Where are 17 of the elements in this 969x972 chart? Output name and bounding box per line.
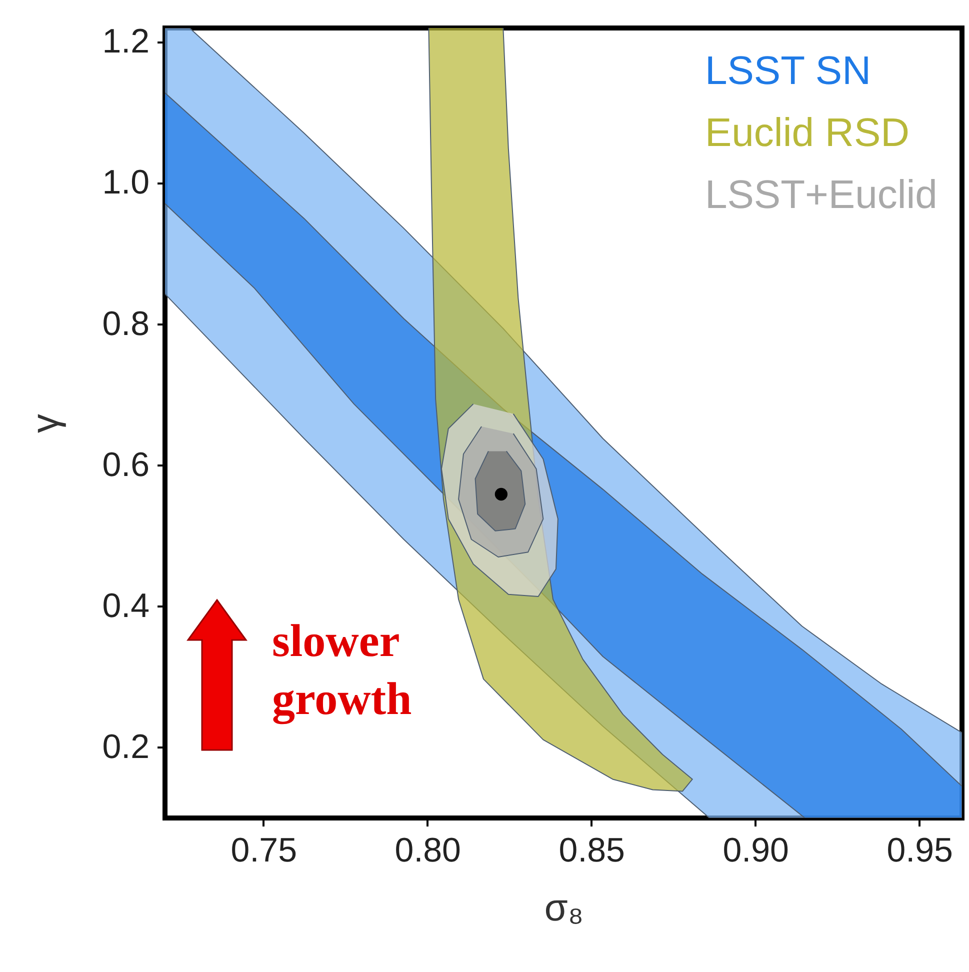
y-tick-label: 0.8 <box>102 304 150 343</box>
x-tick-label: 0.80 <box>394 832 461 870</box>
y-tick-label: 1.0 <box>102 164 150 202</box>
y-axis-title: γ <box>25 414 68 433</box>
text: Euclid RSD <box>705 111 910 155</box>
x-tick-label: 0.75 <box>230 832 297 870</box>
x-tick-label: 0.95 <box>886 832 953 870</box>
text: LSST+Euclid <box>705 173 938 217</box>
y-tick-label: 0.2 <box>102 728 150 766</box>
y-tick-label: 0.6 <box>102 446 150 484</box>
x-tick-label: 0.90 <box>722 832 789 870</box>
x-tick-label: 0.85 <box>558 832 625 870</box>
annotation: slower growth <box>272 614 413 726</box>
x-axis-title: σ₈ <box>544 888 584 930</box>
text: LSST SN <box>705 49 871 93</box>
y-tick-label: 0.4 <box>102 586 150 625</box>
y-tick-label: 1.2 <box>102 22 150 61</box>
